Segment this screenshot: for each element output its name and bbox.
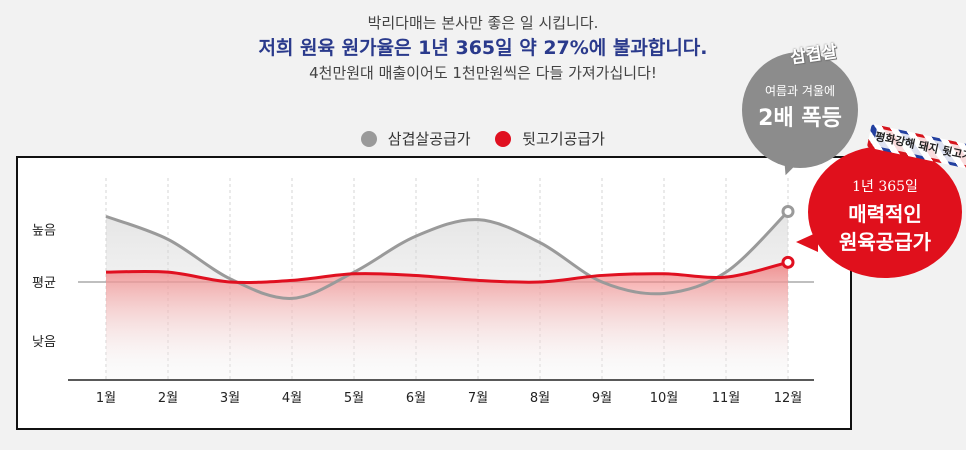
header-line3: 4천만원대 매출이어도 1천만원씩은 다들 가져가십니다! <box>309 64 657 82</box>
x-tick-label: 1월 <box>96 391 116 406</box>
legend-label-red: 뒷고기공급가 <box>522 130 605 148</box>
gray-callout-small: 여름과 겨울에 <box>764 84 836 98</box>
x-tick-label: 2월 <box>158 391 178 406</box>
legend-item-gray: 삼겹살공급가 <box>361 128 471 149</box>
header-line1: 박리다매는 본사만 좋은 일 시킵니다. <box>367 14 599 32</box>
red-series-area <box>106 262 788 380</box>
header: 박리다매는 본사만 좋은 일 시킵니다. 저희 원육 원가율은 1년 365일 … <box>0 12 966 84</box>
y-level-label: 평균 <box>32 276 56 291</box>
gray-callout-tag: 삼겹살 <box>789 41 839 69</box>
legend: 삼겹살공급가 뒷고기공급가 <box>0 128 966 149</box>
y-level-label: 낮음 <box>32 335 56 350</box>
gray-end-point <box>781 204 795 218</box>
gray-series-line <box>105 210 790 300</box>
red-callout-big1: 매력적인 <box>848 202 922 226</box>
red-end-point <box>781 255 795 269</box>
x-tick-label: 6월 <box>406 391 426 406</box>
red-callout-small: 1년 365일 <box>852 179 918 195</box>
x-tick-label: 11월 <box>712 391 741 406</box>
x-tick-label: 9월 <box>592 391 612 406</box>
red-series-line <box>105 260 789 285</box>
x-tick-label: 7월 <box>468 391 488 406</box>
legend-gray-dot-icon <box>361 130 378 147</box>
x-tick-label: 12월 <box>774 391 803 406</box>
red-callout-big2: 원육공급가 <box>839 230 931 254</box>
x-tick-label: 5월 <box>344 391 364 406</box>
gray-callout-bubble: 삼겹살 여름과 겨울에 2배 폭등 <box>742 42 858 168</box>
legend-label-gray: 삼겹살공급가 <box>387 130 471 148</box>
x-tick-label: 10월 <box>650 391 679 406</box>
red-callout-tail <box>796 232 818 252</box>
x-tick-label: 3월 <box>220 391 240 406</box>
x-tick-label: 4월 <box>282 391 302 406</box>
red-callout-bubble: 1년 365일 매력적인 원육공급가 <box>808 146 962 278</box>
x-tick-label: 8월 <box>530 391 550 406</box>
gray-callout-big: 2배 폭등 <box>758 106 842 131</box>
y-level-label: 높음 <box>32 224 56 239</box>
legend-item-red: 뒷고기공급가 <box>495 128 605 149</box>
header-line2: 저희 원육 원가율은 1년 365일 약 27%에 불과합니다. <box>258 37 708 59</box>
legend-red-dot-icon <box>495 130 512 147</box>
